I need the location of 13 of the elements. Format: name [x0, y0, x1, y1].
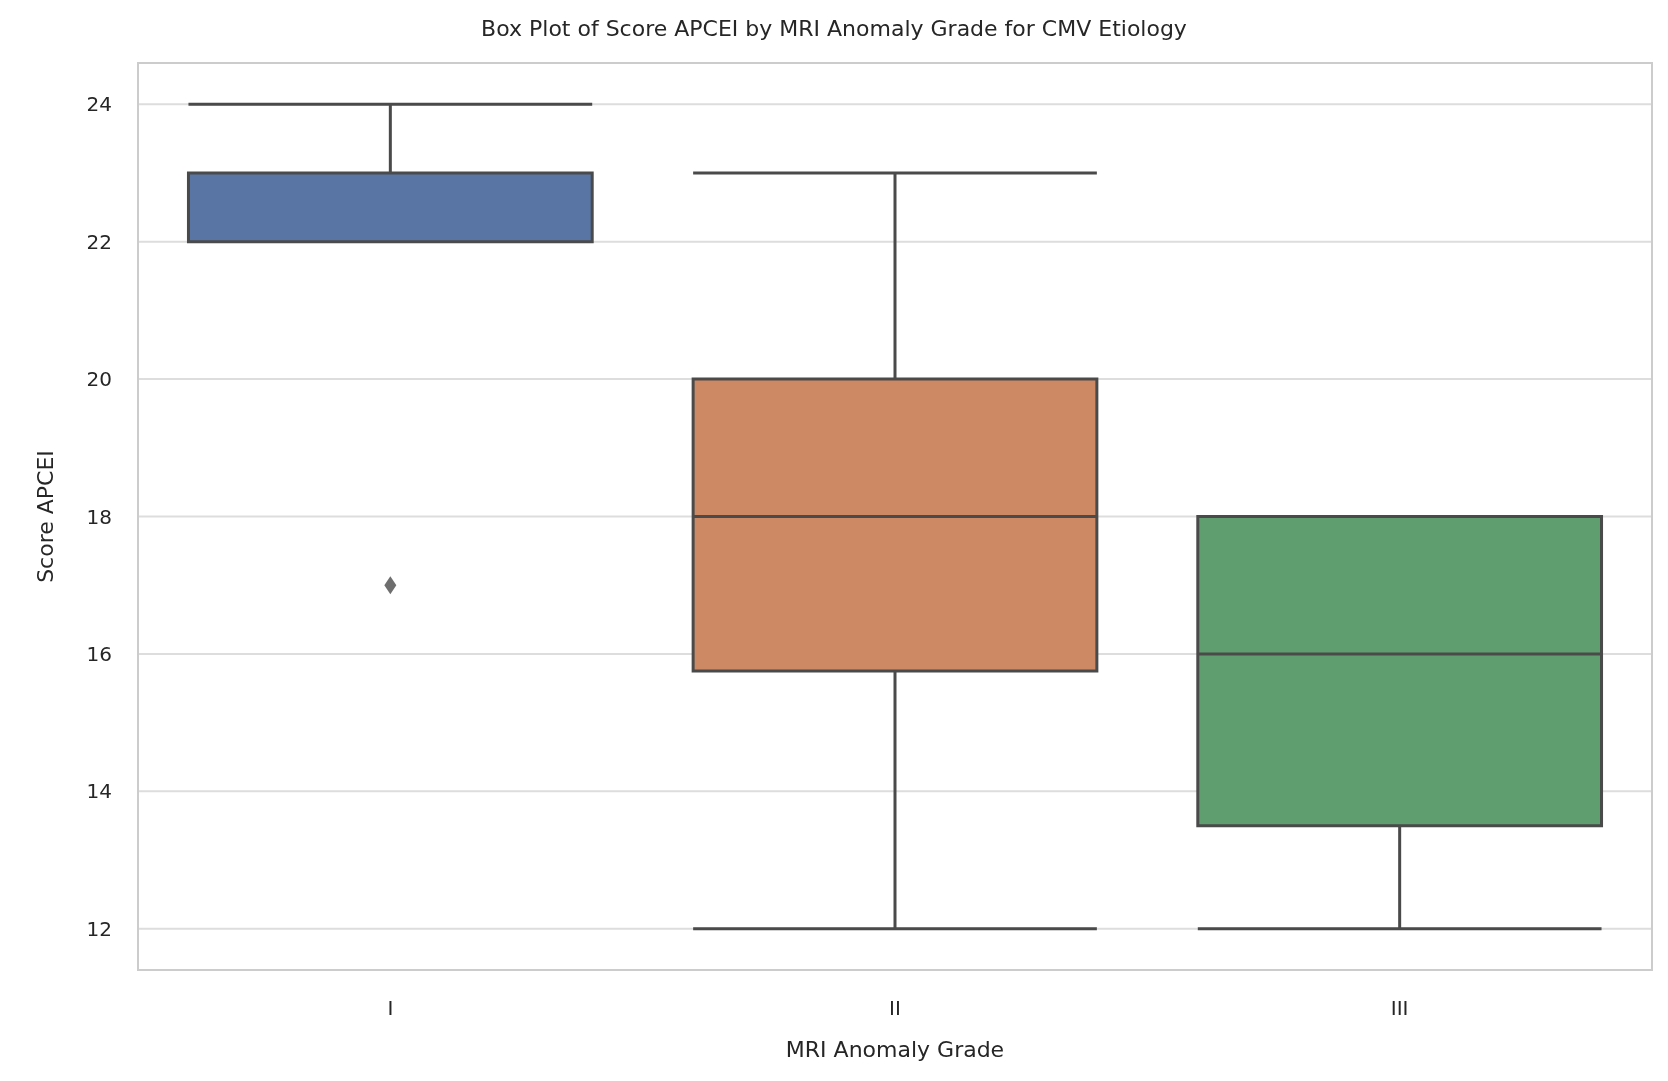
y-tick-label: 16 [86, 641, 112, 666]
x-axis-title: MRI Anomaly Grade [785, 1036, 1005, 1062]
y-tick-label: 14 [86, 779, 112, 804]
y-tick-label: 22 [86, 229, 112, 254]
y-tick-label: 20 [86, 367, 112, 392]
y-tick-label: 12 [86, 916, 112, 941]
x-tick-label: II [889, 996, 901, 1020]
x-tick-label: III [1390, 996, 1409, 1020]
y-tick-label: 18 [86, 504, 112, 529]
y-tick-label: 24 [86, 92, 112, 117]
chart-title: Box Plot of Score APCEI by MRI Anomaly Grade for CMV Etiology [481, 15, 1187, 41]
y-axis-title: Score APCEI [32, 450, 58, 583]
x-tick-label: I [387, 996, 394, 1020]
